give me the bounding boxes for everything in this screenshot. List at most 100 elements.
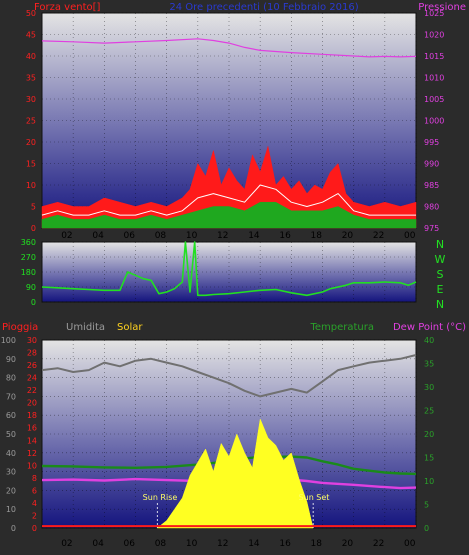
humidity-tick-label: 0	[11, 524, 16, 533]
wind-tick-label: 30	[26, 95, 36, 104]
temperature-tick-label: 5	[424, 501, 429, 510]
temperature-tick-label: 25	[424, 407, 434, 416]
humidity-tick-label: 60	[6, 411, 16, 420]
direction-tick-label: 360	[21, 238, 36, 247]
x-tick-label: 14	[248, 231, 260, 241]
wind-tick-label: 25	[26, 117, 36, 126]
x-tick-label: 10	[186, 539, 198, 549]
rain-tick-label: 8	[32, 474, 37, 483]
panel-direction-bg	[41, 241, 417, 303]
humidity-tick-label: 40	[6, 449, 16, 458]
pressure-tick-label: 985	[424, 181, 439, 190]
rain-tick-label: 0	[32, 524, 37, 533]
x-tick-label: 08	[155, 539, 167, 549]
pressure-tick-label: 1025	[424, 9, 444, 18]
rain-tick-label: 24	[27, 374, 37, 383]
x-tick-label: 18	[311, 231, 323, 241]
humidity-tick-label: 90	[6, 355, 16, 364]
rain-tick-label: 20	[27, 399, 37, 408]
x-tick-label: 16	[279, 231, 291, 241]
temperature-tick-label: 15	[424, 454, 434, 463]
solar-area	[156, 418, 314, 529]
direction-tick-label: 180	[21, 268, 36, 277]
compass-label: N	[436, 238, 444, 251]
humidity-tick-label: 30	[6, 468, 16, 477]
rain-tick-label: 30	[27, 336, 37, 345]
x-tick-label: 14	[248, 539, 260, 549]
humidity-tick-label: 80	[6, 374, 16, 383]
wind-tick-label: 20	[26, 138, 36, 147]
pressure-tick-label: 990	[424, 160, 439, 169]
temperature-tick-label: 10	[424, 477, 434, 486]
wind-tick-label: 40	[26, 52, 36, 61]
rain-tick-label: 28	[27, 349, 37, 358]
pressure-tick-label: 995	[424, 138, 439, 147]
direction-tick-label: 0	[31, 298, 36, 307]
wind-speed-line	[41, 184, 416, 216]
humidity-tick-label: 100	[1, 336, 16, 345]
x-tick-label: 12	[217, 539, 228, 549]
compass-label: W	[435, 253, 446, 266]
wind-direction-line	[41, 241, 417, 297]
rain-tick-label: 12	[27, 449, 37, 458]
direction-tick-label: 270	[21, 253, 36, 262]
x-tick-label: 16	[279, 539, 291, 549]
x-tick-label: 20	[342, 539, 354, 549]
rain-label: Pioggia	[2, 322, 38, 333]
x-tick-label: 04	[92, 231, 104, 241]
temperature-tick-label: 40	[424, 336, 434, 345]
rain-tick-label: 18	[27, 411, 37, 420]
x-tick-label: 06	[124, 539, 136, 549]
x-tick-label: 08	[155, 231, 167, 241]
rain-tick-label: 22	[27, 386, 37, 395]
x-tick-label: 22	[373, 539, 384, 549]
wind-tick-label: 10	[26, 181, 36, 190]
humidity-label: Umidita	[66, 322, 105, 333]
x-tick-label: 06	[124, 231, 136, 241]
x-tick-label: 12	[217, 231, 228, 241]
compass-label: N	[436, 298, 444, 311]
x-tick-label: 20	[342, 231, 354, 241]
x-tick-label: 00	[404, 231, 416, 241]
rain-tick-label: 2	[32, 511, 37, 520]
pressure-axis-title: Pressione	[418, 2, 466, 13]
wind-tick-label: 5	[31, 203, 36, 212]
humidity-tick-label: 20	[6, 486, 16, 495]
wind-tick-label: 35	[26, 74, 36, 83]
pressure-tick-label: 1015	[424, 52, 444, 61]
pressure-line	[41, 38, 417, 58]
compass-label: S	[437, 268, 444, 281]
x-tick-label: 00	[404, 539, 416, 549]
wind-tick-label: 50	[26, 9, 36, 18]
rain-tick-label: 10	[27, 461, 37, 470]
x-tick-label: 22	[373, 231, 384, 241]
pressure-tick-label: 1005	[424, 95, 444, 104]
wind-avg-area	[41, 201, 417, 229]
sunset-label: Sun Set	[299, 493, 330, 502]
direction-tick-label: 90	[26, 283, 36, 292]
x-tick-label: 10	[186, 231, 198, 241]
x-tick-label: 18	[311, 539, 323, 549]
wind-tick-label: 0	[31, 224, 36, 233]
wind-tick-label: 45	[26, 31, 36, 40]
pressure-tick-label: 975	[424, 224, 439, 233]
x-tick-label: 02	[61, 539, 72, 549]
x-tick-label: 02	[61, 231, 72, 241]
humidity-tick-label: 70	[6, 392, 16, 401]
humidity-tick-label: 10	[6, 505, 16, 514]
wind-axis-title: Forza vento[]	[34, 2, 101, 13]
rain-tick-label: 14	[27, 436, 37, 445]
pressure-tick-label: 1010	[424, 74, 444, 83]
temperature-tick-label: 30	[424, 383, 434, 392]
pressure-tick-label: 980	[424, 203, 439, 212]
sunrise-label: Sun Rise	[143, 493, 178, 502]
solar-label: Solar	[117, 322, 143, 333]
humidity-tick-label: 50	[6, 430, 16, 439]
rain-tick-label: 4	[32, 499, 37, 508]
x-tick-label: 04	[92, 539, 104, 549]
dewpoint-label: Dew Point (°C)	[393, 322, 466, 333]
temperature-tick-label: 35	[424, 360, 434, 369]
rain-tick-label: 6	[32, 486, 37, 495]
